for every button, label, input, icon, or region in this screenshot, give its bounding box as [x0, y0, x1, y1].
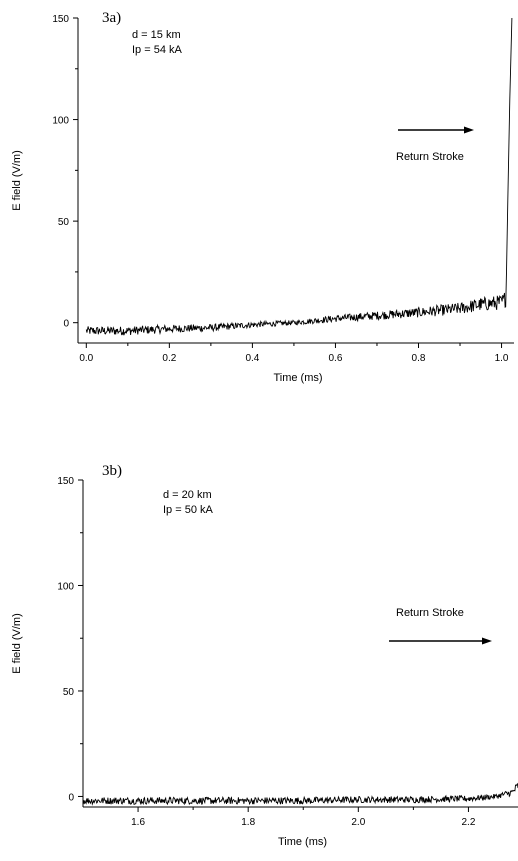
panel-label: 3b)	[102, 463, 122, 479]
return-stroke-arrow-head	[482, 637, 492, 645]
return-stroke-arrow-head	[464, 126, 474, 134]
x-tick-label: 0.4	[245, 353, 259, 364]
y-tick-label: 150	[52, 14, 69, 25]
annotation-text: Ip = 50 kA	[163, 504, 214, 516]
y-axis-title: E field (V/m)	[11, 613, 23, 674]
y-tick-label: 50	[63, 687, 75, 698]
chart-panel-3b: 1.6 1.8 2.0 2.2 0 50 100 150 Time (ms) E field (V…	[11, 463, 518, 848]
annotation-text: d = 15 km	[132, 29, 181, 41]
x-tick-label: 0.0	[79, 353, 93, 364]
e-field-series-line	[82, 782, 518, 806]
e-field-series-line	[85, 17, 513, 336]
y-tick-label: 100	[57, 581, 74, 592]
chart-panel-3a: 0.0 0.2 0.4 0.6 0.8 1.0 0 50 100 150 Time (ms) E fi…	[11, 10, 514, 384]
x-axis-title: Time (ms)	[278, 836, 327, 848]
x-tick-label: 2.0	[351, 817, 365, 828]
annotation-text: d = 20 km	[163, 489, 212, 501]
x-tick-label: 1.8	[241, 817, 255, 828]
x-axis-title: Time (ms)	[273, 372, 322, 384]
panel-label: 3a)	[102, 10, 121, 26]
y-tick-label: 50	[58, 217, 70, 228]
y-axis-title: E field (V/m)	[11, 150, 23, 211]
arrow-label: Return Stroke	[396, 607, 464, 619]
x-tick-label: 1.6	[131, 817, 145, 828]
y-tick-label: 0	[68, 792, 74, 803]
x-tick-label: 0.2	[162, 353, 176, 364]
arrow-label: Return Stroke	[396, 151, 464, 163]
x-tick-label: 0.8	[412, 353, 426, 364]
x-tick-label: 1.0	[495, 353, 509, 364]
x-tick-label: 2.2	[461, 817, 475, 828]
y-tick-label: 100	[52, 116, 69, 127]
y-tick-label: 0	[63, 319, 69, 330]
y-tick-label: 150	[57, 476, 74, 487]
annotation-text: Ip = 54 kA	[132, 44, 183, 56]
x-tick-label: 0.6	[328, 353, 342, 364]
